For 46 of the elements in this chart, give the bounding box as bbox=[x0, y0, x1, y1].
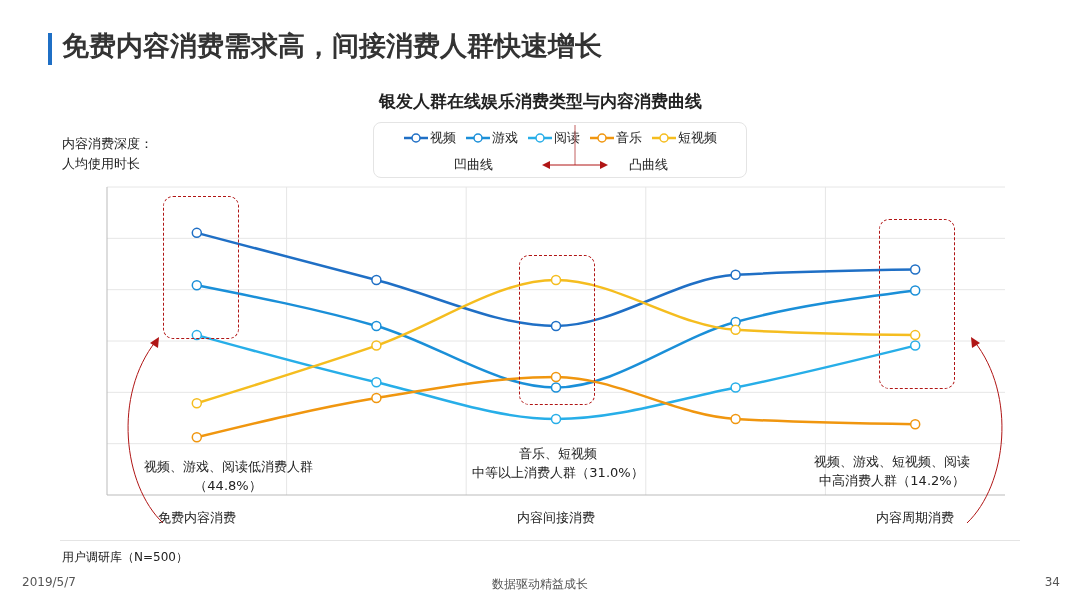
point bbox=[550, 413, 562, 425]
point bbox=[909, 285, 921, 296]
point bbox=[909, 329, 921, 341]
point bbox=[371, 377, 382, 388]
legend-label: 视频 bbox=[429, 129, 456, 147]
point bbox=[371, 274, 382, 286]
point bbox=[371, 340, 382, 351]
annotation: 音乐、短视频 bbox=[518, 445, 598, 463]
annotation: 中高消费人群（14.2%） bbox=[818, 472, 966, 490]
x-tick-label: 内容间接消费 bbox=[517, 510, 595, 526]
point bbox=[191, 280, 203, 291]
point bbox=[550, 382, 562, 393]
point bbox=[909, 340, 921, 351]
point bbox=[730, 269, 741, 281]
point bbox=[550, 371, 562, 383]
point bbox=[191, 227, 203, 239]
text: 用户调研库（N=500） bbox=[62, 549, 188, 566]
point bbox=[550, 320, 562, 332]
x-tick-label: 内容周期消费 bbox=[876, 510, 955, 526]
legend-label: 音乐 bbox=[615, 129, 642, 147]
point bbox=[191, 329, 203, 341]
point bbox=[730, 382, 741, 393]
point bbox=[371, 320, 382, 332]
text: 凹曲线 bbox=[454, 156, 493, 174]
point bbox=[371, 392, 382, 404]
point bbox=[550, 274, 562, 286]
point bbox=[730, 324, 741, 336]
text: 2019/5/7 bbox=[22, 575, 76, 589]
legend-label: 短视频 bbox=[677, 129, 717, 147]
chart-title: 免费内容消费需求高，间接消费人群快速增长 bbox=[62, 29, 602, 63]
text: 数据驱动精益成长 bbox=[492, 577, 588, 591]
x-tick-label: 免费内容消费 bbox=[157, 510, 236, 526]
annotation: 中等以上消费人群（31.0%） bbox=[471, 464, 645, 482]
annotation: 视频、游戏、阅读低消费人群（44.8%） bbox=[142, 458, 314, 495]
point bbox=[191, 398, 203, 409]
legend-label: 阅读 bbox=[553, 129, 580, 147]
annotation: 视频、游戏、短视频、阅读 bbox=[813, 453, 971, 471]
legend-label: 游戏 bbox=[491, 129, 518, 147]
chart-subtitle: 银发人群在线娱乐消费类型与内容消费曲线 bbox=[377, 90, 703, 113]
point bbox=[909, 418, 921, 430]
point bbox=[730, 413, 741, 425]
text: 34 bbox=[1043, 575, 1060, 589]
text: 凸曲线 bbox=[629, 156, 668, 174]
y-axis-title: 内容消费深度：人均使用时长 bbox=[62, 135, 154, 173]
point bbox=[909, 264, 921, 275]
point bbox=[191, 432, 203, 443]
